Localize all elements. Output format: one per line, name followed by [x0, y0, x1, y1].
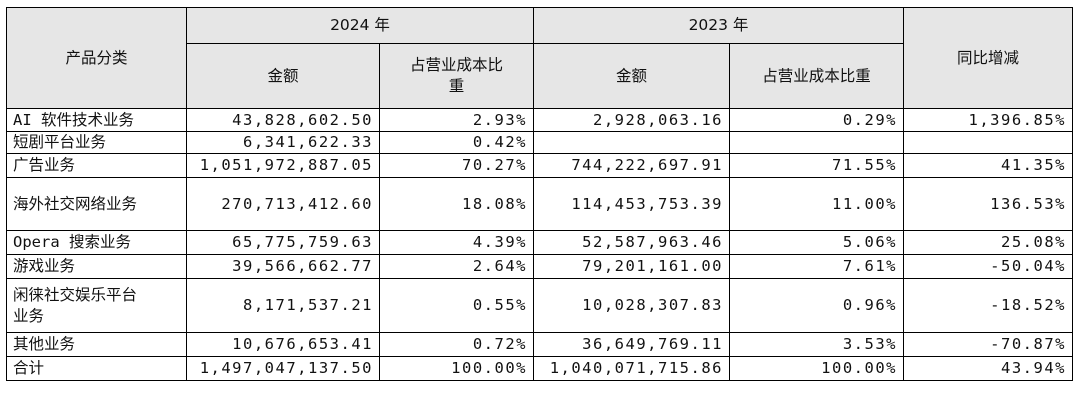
share-2023-cell: 7.61% — [729, 254, 904, 279]
row-category: 游戏业务 — [6, 254, 187, 279]
share-2023-cell: 11.00% — [729, 177, 904, 231]
amount-2024-cell: 1,051,972,887.05 — [186, 153, 380, 178]
share-2023-cell: 71.55% — [729, 153, 904, 178]
share-2023-cell: 3.53% — [729, 332, 904, 357]
row-category: 广告业务 — [6, 153, 187, 178]
table-row: 其他业务 10,676,653.41 0.72% 36,649,769.11 3… — [6, 332, 1073, 357]
amount-2023-cell: 79,201,161.00 — [533, 254, 730, 279]
total-row: 合计 1,497,047,137.50 100.00% 1,040,071,71… — [6, 356, 1073, 381]
amount-2023-cell: 36,649,769.11 — [533, 332, 730, 357]
amount-2023-cell: 10,028,307.83 — [533, 278, 730, 333]
table-row: AI 软件技术业务 43,828,602.50 2.93% 2,928,063.… — [6, 108, 1073, 132]
header-category: 产品分类 — [6, 7, 187, 109]
share-2024-cell: 2.93% — [379, 108, 534, 132]
amount-2024-cell: 65,775,759.63 — [186, 230, 380, 255]
share-2023-cell — [729, 131, 904, 154]
share-2023-cell: 100.00% — [729, 356, 904, 381]
share-2024-cell: 70.27% — [379, 153, 534, 178]
row-category: 海外社交网络业务 — [6, 177, 187, 231]
table-row: 短剧平台业务 6,341,622.33 0.42% — [6, 131, 1073, 154]
amount-2024-cell: 39,566,662.77 — [186, 254, 380, 279]
amount-2024-cell: 8,171,537.21 — [186, 278, 380, 333]
amount-2023-cell: 1,040,071,715.86 — [533, 356, 730, 381]
cost-breakdown-table: 产品分类 2024 年 2023 年 同比增减 金额 占营业成本比重 金额 占营… — [6, 7, 1073, 381]
yoy-cell: -18.52% — [903, 278, 1073, 333]
share-2024-cell: 0.72% — [379, 332, 534, 357]
amount-2023-cell — [533, 131, 730, 154]
header-amount-2023: 金额 — [533, 43, 730, 109]
yoy-cell: 25.08% — [903, 230, 1073, 255]
share-2024-cell: 4.39% — [379, 230, 534, 255]
share-2023-cell: 0.96% — [729, 278, 904, 333]
share-2024-cell: 0.42% — [379, 131, 534, 154]
share-2023-cell: 0.29% — [729, 108, 904, 132]
header-share-2024: 占营业成本比重 — [379, 43, 534, 109]
row-category: 闲徕社交娱乐平台业务 — [6, 278, 187, 333]
header-year-2024: 2024 年 — [186, 7, 534, 44]
row-category: AI 软件技术业务 — [6, 108, 187, 132]
share-2024-cell: 0.55% — [379, 278, 534, 333]
header-year-2023: 2023 年 — [533, 7, 904, 44]
header-share-2023: 占营业成本比重 — [729, 43, 904, 109]
yoy-cell: 43.94% — [903, 356, 1073, 381]
header-amount-2024: 金额 — [186, 43, 380, 109]
amount-2024-cell: 1,497,047,137.50 — [186, 356, 380, 381]
yoy-cell: 41.35% — [903, 153, 1073, 178]
share-2024-cell: 100.00% — [379, 356, 534, 381]
share-2024-cell: 18.08% — [379, 177, 534, 231]
table-row: Opera 搜索业务 65,775,759.63 4.39% 52,587,96… — [6, 230, 1073, 255]
amount-2023-cell: 114,453,753.39 — [533, 177, 730, 231]
row-category: Opera 搜索业务 — [6, 230, 187, 255]
amount-2023-cell: 2,928,063.16 — [533, 108, 730, 132]
yoy-cell: -70.87% — [903, 332, 1073, 357]
share-2024-cell: 2.64% — [379, 254, 534, 279]
table-row: 闲徕社交娱乐平台业务 8,171,537.21 0.55% 10,028,307… — [6, 278, 1073, 333]
amount-2023-cell: 52,587,963.46 — [533, 230, 730, 255]
row-category: 其他业务 — [6, 332, 187, 357]
total-label: 合计 — [6, 356, 187, 381]
amount-2023-cell: 744,222,697.91 — [533, 153, 730, 178]
table-row: 游戏业务 39,566,662.77 2.64% 79,201,161.00 7… — [6, 254, 1073, 279]
amount-2024-cell: 43,828,602.50 — [186, 108, 380, 132]
row-category: 短剧平台业务 — [6, 131, 187, 154]
amount-2024-cell: 6,341,622.33 — [186, 131, 380, 154]
yoy-cell — [903, 131, 1073, 154]
header-yoy-change: 同比增减 — [903, 7, 1073, 109]
yoy-cell: 136.53% — [903, 177, 1073, 231]
table-row: 海外社交网络业务 270,713,412.60 18.08% 114,453,7… — [6, 177, 1073, 231]
amount-2024-cell: 270,713,412.60 — [186, 177, 380, 231]
amount-2024-cell: 10,676,653.41 — [186, 332, 380, 357]
share-2023-cell: 5.06% — [729, 230, 904, 255]
yoy-cell: -50.04% — [903, 254, 1073, 279]
table-row: 广告业务 1,051,972,887.05 70.27% 744,222,697… — [6, 153, 1073, 178]
yoy-cell: 1,396.85% — [903, 108, 1073, 132]
